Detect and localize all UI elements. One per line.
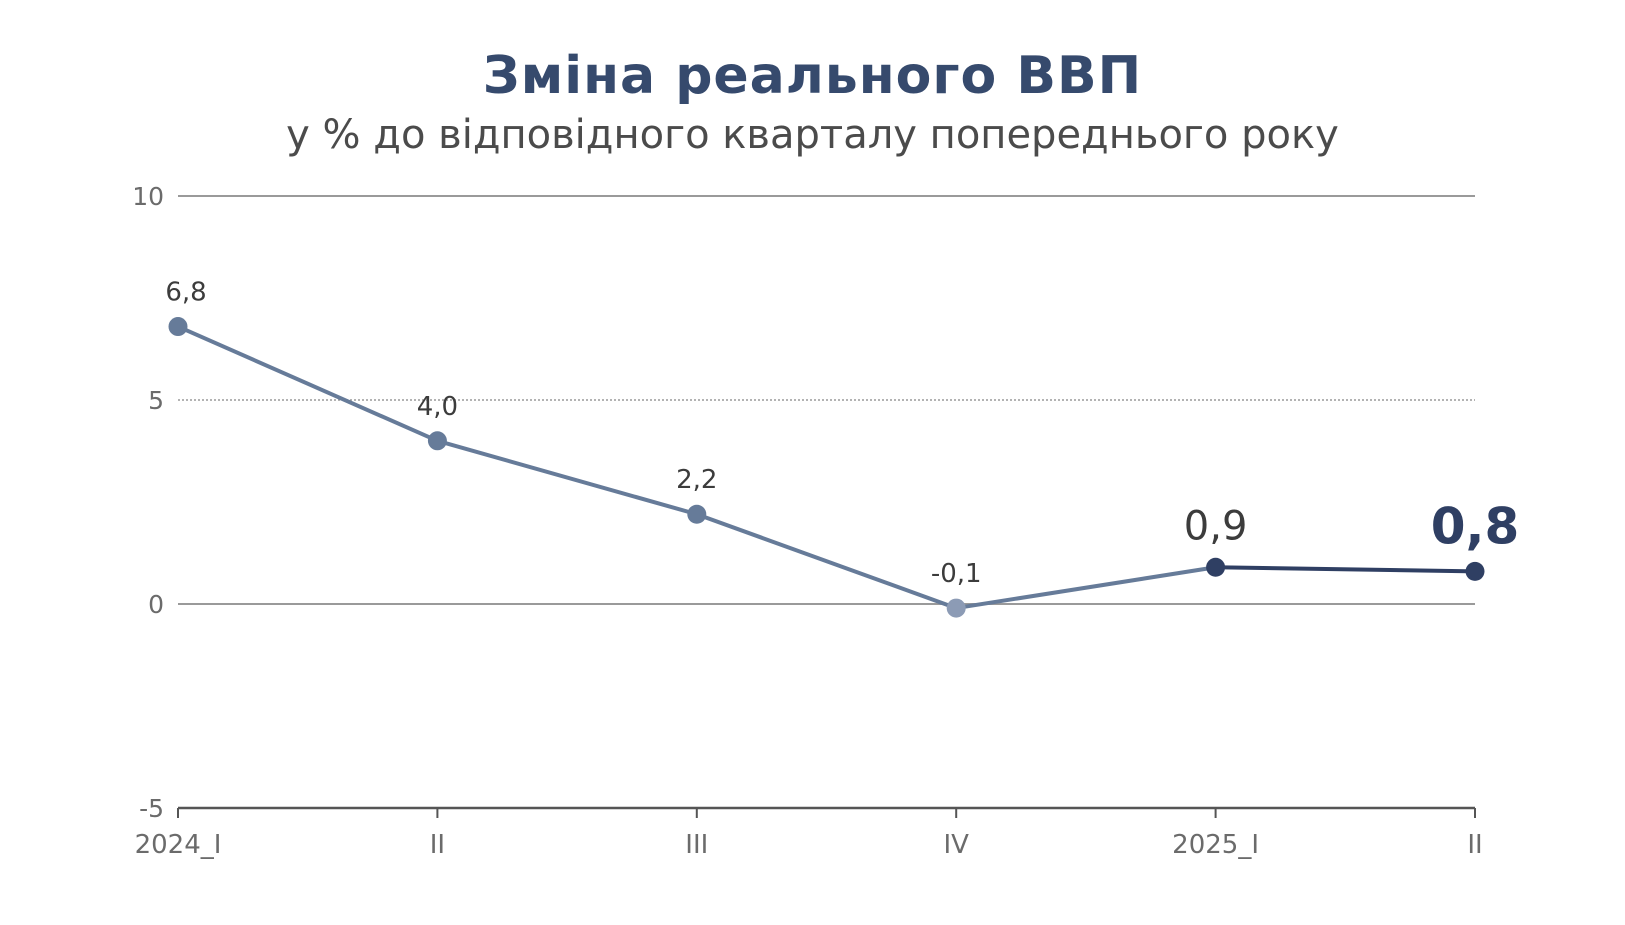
data-label: 0,9 bbox=[1184, 503, 1248, 549]
series-line-segment bbox=[1213, 565, 1477, 574]
data-point bbox=[687, 504, 707, 524]
data-label: 2,2 bbox=[676, 465, 717, 495]
x-tick-label: IV bbox=[943, 830, 969, 860]
x-tick-label: III bbox=[685, 830, 708, 860]
data-label: 4,0 bbox=[417, 392, 458, 422]
y-tick-label: 5 bbox=[148, 386, 164, 415]
y-tick-label: 0 bbox=[148, 590, 164, 619]
series-line-segment bbox=[954, 565, 1218, 611]
y-tick-label: -5 bbox=[139, 794, 164, 823]
y-tick-label: 10 bbox=[132, 182, 164, 211]
data-label: 0,8 bbox=[1431, 497, 1520, 555]
data-point bbox=[946, 598, 966, 618]
series-line-segment bbox=[435, 438, 699, 517]
data-point bbox=[427, 431, 447, 451]
chart-subtitle: у % до відповідного кварталу попередньог… bbox=[286, 112, 1339, 158]
x-tick-label: II bbox=[430, 830, 445, 860]
data-point bbox=[1206, 557, 1226, 577]
series-line-segment bbox=[176, 324, 440, 443]
x-tick-label: 2024_I bbox=[135, 830, 222, 860]
chart-title: Зміна реального ВВП bbox=[482, 46, 1143, 106]
data-label: -0,1 bbox=[931, 559, 982, 589]
data-label: 6,8 bbox=[165, 278, 206, 308]
data-point bbox=[168, 317, 188, 337]
series-line-segment bbox=[694, 512, 959, 611]
x-tick-label: 2025_I bbox=[1172, 830, 1259, 860]
data-point bbox=[1465, 561, 1485, 581]
x-tick-label: II bbox=[1467, 830, 1482, 860]
